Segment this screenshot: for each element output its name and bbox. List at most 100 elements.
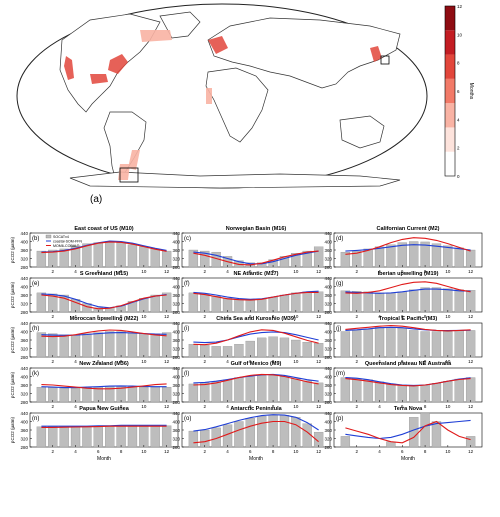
x-tick-label: 2 bbox=[204, 269, 207, 274]
bar bbox=[431, 331, 442, 358]
panel-label: (e) bbox=[32, 281, 39, 287]
heat-us-east bbox=[108, 54, 128, 74]
bar bbox=[431, 243, 442, 268]
y-tick-label: 280 bbox=[172, 400, 180, 405]
bar bbox=[302, 380, 312, 403]
bar bbox=[431, 421, 442, 448]
bar bbox=[70, 426, 81, 448]
bar bbox=[268, 375, 278, 403]
colorbar-tick: 2 bbox=[457, 146, 460, 151]
x-tick-label: 6 bbox=[401, 314, 404, 319]
bar bbox=[302, 341, 312, 358]
colorbar-tick: 8 bbox=[457, 61, 460, 66]
series-line bbox=[345, 325, 471, 332]
chart-panel: Antarctic Peninsula 280 320 360 400 440 2 4 6 8 10… bbox=[172, 406, 331, 462]
x-tick-label: 6 bbox=[249, 449, 252, 454]
bar bbox=[431, 383, 442, 403]
x-tick-label: 2 bbox=[356, 314, 359, 319]
x-tick-label: 6 bbox=[249, 314, 252, 319]
x-tick-label: 12 bbox=[316, 359, 322, 364]
y-tick-label: 280 bbox=[20, 355, 28, 360]
bar bbox=[127, 425, 138, 448]
chart-panel: Tropical E Pacific (M3) 280 320 360 400 440 2 4… bbox=[324, 316, 483, 364]
x-tick-label: 4 bbox=[226, 359, 229, 364]
chart-title: East coast of US (M10) bbox=[74, 226, 133, 232]
y-tick-label: 400 bbox=[172, 284, 180, 289]
legend-swatch bbox=[45, 234, 52, 239]
x-tick-label: 2 bbox=[356, 269, 359, 274]
y-tick-label: 320 bbox=[172, 256, 180, 261]
bar bbox=[222, 379, 233, 403]
antarctica bbox=[69, 171, 401, 189]
series-line bbox=[193, 250, 319, 266]
bar bbox=[59, 426, 69, 448]
y-tick-label: 400 bbox=[324, 284, 332, 289]
heat-light-brazil bbox=[128, 150, 140, 170]
x-tick-label: 12 bbox=[164, 359, 170, 364]
x-tick-label: 4 bbox=[74, 404, 77, 409]
y-tick-label: 400 bbox=[172, 239, 180, 244]
x-tick-label: 6 bbox=[97, 449, 100, 454]
y-tick-label: 320 bbox=[20, 256, 28, 261]
bar bbox=[105, 331, 115, 358]
bar bbox=[454, 247, 464, 268]
panel-label: (l) bbox=[184, 371, 189, 377]
colorbar-tick: 0 bbox=[457, 174, 460, 179]
y-axis-label: pCO2 (µatm) bbox=[10, 236, 15, 263]
heat-light-west-africa bbox=[206, 88, 212, 104]
bar bbox=[211, 346, 221, 358]
bar bbox=[36, 426, 47, 448]
y-axis-label: pCO2 (µatm) bbox=[10, 326, 15, 353]
y-tick-label: 280 bbox=[172, 445, 180, 450]
chart-title: Queensland plateau NE Australia bbox=[365, 361, 452, 367]
y-tick-label: 320 bbox=[172, 346, 180, 351]
bar bbox=[93, 426, 103, 448]
y-tick-label: 320 bbox=[172, 301, 180, 306]
bar bbox=[465, 330, 476, 358]
y-tick-label: 400 bbox=[20, 329, 28, 334]
y-tick-label: 280 bbox=[20, 310, 28, 315]
x-tick-label: 4 bbox=[74, 269, 77, 274]
x-tick-label: 12 bbox=[316, 269, 322, 274]
y-tick-label: 440 bbox=[20, 231, 28, 236]
chart-title: New Zealand (M36) bbox=[79, 361, 129, 367]
bar bbox=[150, 333, 160, 358]
y-tick-label: 440 bbox=[172, 321, 180, 326]
y-tick-label: 440 bbox=[20, 366, 28, 371]
y-tick-label: 360 bbox=[20, 428, 28, 433]
bar bbox=[454, 330, 464, 358]
series-line bbox=[345, 419, 471, 440]
australia bbox=[339, 115, 385, 149]
bar bbox=[420, 331, 430, 358]
x-tick-label: 8 bbox=[272, 314, 275, 319]
y-tick-label: 280 bbox=[20, 400, 28, 405]
bar bbox=[245, 340, 255, 358]
colorbar-segment bbox=[445, 103, 455, 128]
x-tick-label: 8 bbox=[424, 449, 427, 454]
y-tick-label: 400 bbox=[172, 374, 180, 379]
bar bbox=[116, 242, 126, 268]
bar bbox=[454, 289, 464, 313]
y-tick-label: 360 bbox=[324, 338, 332, 343]
bar bbox=[340, 331, 351, 358]
x-tick-label: 2 bbox=[204, 404, 207, 409]
x-tick-label: 4 bbox=[74, 314, 77, 319]
bar bbox=[374, 292, 385, 313]
eurasia bbox=[207, 17, 401, 89]
bar bbox=[127, 332, 138, 358]
bar bbox=[291, 378, 301, 403]
heat-japan bbox=[370, 46, 382, 62]
x-axis-label: Month bbox=[249, 456, 263, 462]
bar bbox=[397, 291, 407, 313]
y-tick-label: 280 bbox=[324, 310, 332, 315]
series-line bbox=[41, 241, 167, 254]
y-tick-label: 440 bbox=[20, 411, 28, 416]
bar bbox=[36, 292, 47, 313]
chart-title: Moroccan upwelling (M22) bbox=[70, 316, 139, 322]
x-tick-label: 8 bbox=[120, 314, 123, 319]
bar bbox=[363, 329, 373, 358]
panel-label: (i) bbox=[184, 326, 189, 332]
x-tick-label: 2 bbox=[52, 404, 55, 409]
bar bbox=[279, 376, 290, 403]
